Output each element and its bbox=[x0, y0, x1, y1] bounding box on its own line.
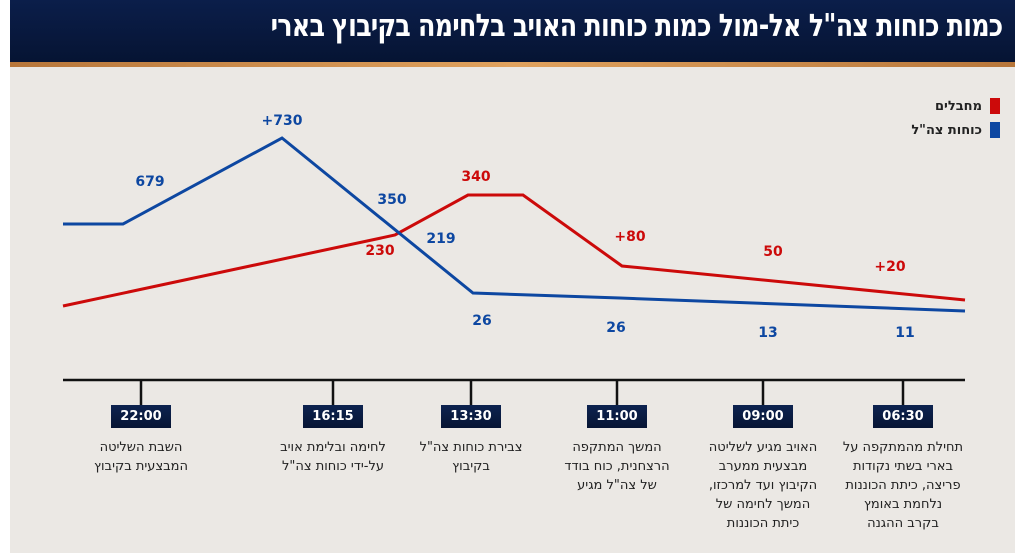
time-label: 11:00 bbox=[587, 405, 647, 428]
value-label: +80 bbox=[614, 229, 646, 245]
legend: מחבלים כוחות צה"ל bbox=[911, 98, 1000, 146]
value-label: 230 bbox=[365, 243, 395, 259]
event-description: האויב מגיע לשליטה מבצעית ממערב הקיבוץ וע… bbox=[708, 440, 818, 531]
event-description: תחילת מהמתקפה על בארי בשתי נקודות פריצה,… bbox=[842, 440, 964, 531]
value-label: +20 bbox=[874, 259, 906, 275]
value-label: 26 bbox=[606, 320, 626, 336]
value-label: 26 bbox=[472, 313, 492, 329]
event-description: השבת השליטה המבצעית בקיבוץ bbox=[94, 440, 188, 474]
chart-background bbox=[10, 0, 1015, 553]
legend-item-idf: כוחות צה"ל bbox=[911, 122, 1000, 138]
value-label: +730 bbox=[261, 113, 303, 129]
time-label: 06:30 bbox=[873, 405, 933, 428]
value-label: 50 bbox=[763, 244, 783, 260]
event-description: צבירת כוחות צה"ל בקיבוץ bbox=[419, 440, 523, 474]
value-label: 219 bbox=[426, 231, 456, 247]
value-label: 11 bbox=[895, 325, 915, 341]
legend-swatch-red bbox=[990, 98, 1000, 114]
value-label: 350 bbox=[377, 192, 407, 208]
time-label: 09:00 bbox=[733, 405, 793, 428]
value-label: 340 bbox=[461, 169, 491, 185]
time-label: 13:30 bbox=[441, 405, 501, 428]
time-label: 16:15 bbox=[303, 405, 363, 428]
value-label: 679 bbox=[135, 174, 165, 190]
title-divider bbox=[10, 62, 1015, 67]
legend-swatch-blue bbox=[990, 122, 1000, 138]
chart-title: כמות כוחות צה"ל אל-מול כמות כוחות האויב … bbox=[270, 8, 1003, 44]
legend-item-terrorists: מחבלים bbox=[911, 98, 1000, 114]
legend-label: כוחות צה"ל bbox=[911, 122, 982, 138]
idf-line bbox=[63, 136, 966, 313]
event-description: המשך המתקפה הרצחנית, כוח בודד של צה"ל מג… bbox=[564, 440, 670, 493]
title-bar bbox=[10, 0, 1015, 62]
event-description: לחימה ובלימת אויב על-ידי כוחות צה"ל bbox=[280, 440, 386, 474]
value-label: 13 bbox=[758, 325, 778, 341]
legend-label: מחבלים bbox=[934, 98, 982, 114]
terrorists-line bbox=[62, 193, 966, 308]
time-label: 22:00 bbox=[111, 405, 171, 428]
